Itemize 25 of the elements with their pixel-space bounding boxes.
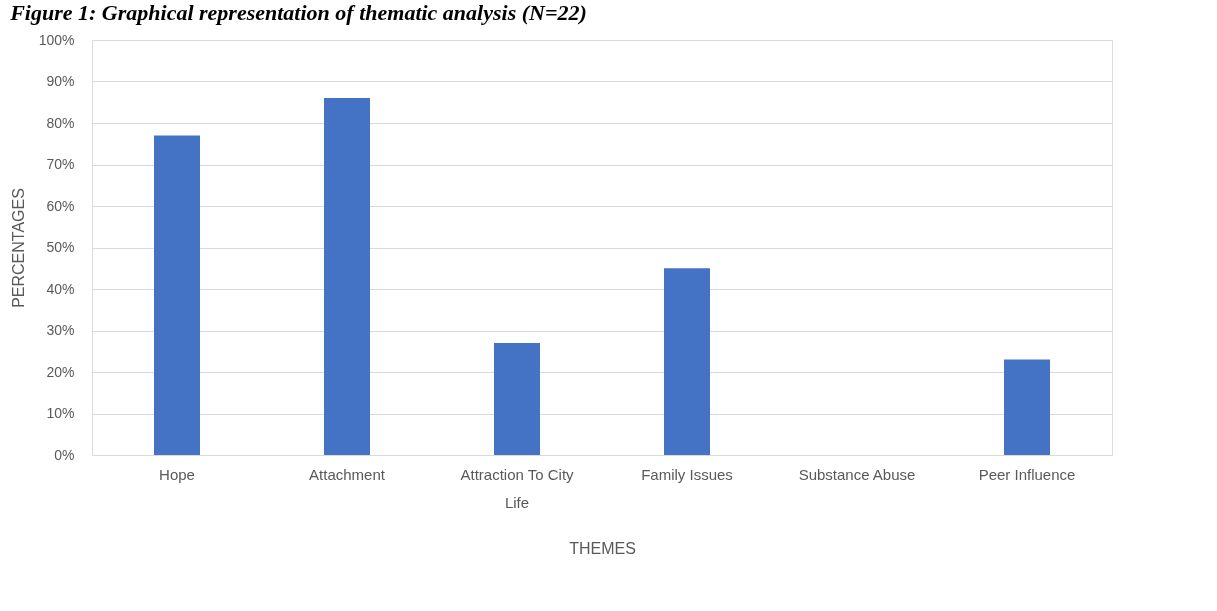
y-tick-label: 80% xyxy=(46,114,75,131)
x-tick-label: Attraction To City Life xyxy=(460,465,575,511)
y-tick-label: 60% xyxy=(46,197,75,214)
y-tick-label: 100% xyxy=(38,31,75,48)
x-tick-label: Hope xyxy=(159,465,195,483)
y-axis-title: PERCENTAGES xyxy=(9,188,27,308)
y-tick-label: 20% xyxy=(46,363,75,380)
bar xyxy=(154,135,200,455)
y-tick-label: 10% xyxy=(46,405,75,421)
bar xyxy=(324,98,370,455)
x-axis-title: THEMES xyxy=(569,539,636,557)
x-tick-label: Family Issues xyxy=(641,465,733,483)
y-tick-label: 30% xyxy=(46,322,75,338)
x-tick-label: Attachment xyxy=(309,465,386,483)
x-tick-label: Peer Influence xyxy=(978,465,1076,483)
bar xyxy=(494,342,540,455)
x-tick-label: Substance Abuse xyxy=(798,465,916,483)
y-tick-label: 40% xyxy=(46,280,75,297)
chart-title: Figure 1: Graphical representation of thematic analysis (N=22) xyxy=(9,0,587,25)
y-tick-label: 70% xyxy=(46,156,75,172)
y-tick-label: 50% xyxy=(46,239,75,255)
bar xyxy=(1004,359,1050,455)
bar xyxy=(664,268,710,455)
y-tick-label: 90% xyxy=(46,73,75,89)
y-tick-label: 0% xyxy=(54,446,75,463)
